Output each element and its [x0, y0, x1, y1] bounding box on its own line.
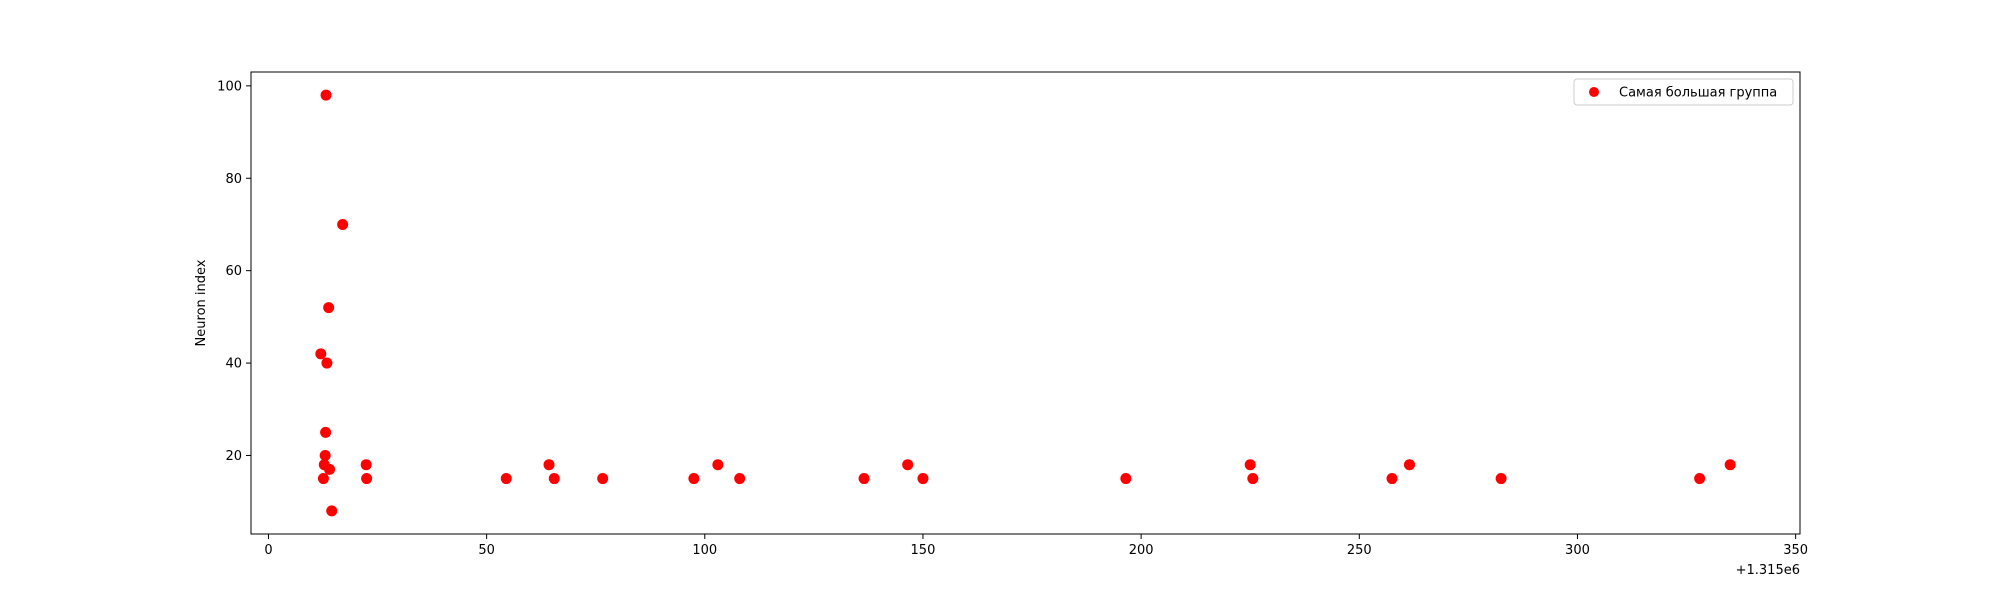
legend-label: Самая большая группа	[1619, 86, 1777, 101]
data-point	[712, 459, 724, 471]
x-tick-label: 300	[1565, 543, 1590, 558]
data-point	[315, 348, 327, 360]
x-tick-label: 0	[264, 543, 272, 558]
x-tick-label: 250	[1347, 543, 1372, 558]
data-point	[543, 459, 555, 471]
data-point	[858, 473, 870, 485]
data-point	[360, 459, 372, 471]
data-point	[321, 357, 333, 369]
data-point	[1724, 459, 1736, 471]
x-tick-label: 100	[692, 543, 717, 558]
legend-marker	[1589, 87, 1599, 97]
data-point	[1694, 473, 1706, 485]
data-point	[500, 473, 512, 485]
data-point	[324, 463, 336, 475]
data-point	[1247, 473, 1259, 485]
data-point	[917, 473, 929, 485]
x-tick-label: 50	[478, 543, 495, 558]
data-point	[1495, 473, 1507, 485]
legend: Самая большая группа	[1573, 78, 1794, 106]
legend-box	[1573, 78, 1794, 106]
data-point	[326, 505, 338, 517]
y-axis: 20 40 60 80 100	[217, 79, 251, 464]
x-axis: 0 50 100 150 200 250 300 350	[264, 534, 1808, 558]
x-tick-label: 150	[911, 543, 936, 558]
y-tick-label: 60	[225, 264, 242, 279]
data-point	[597, 473, 609, 485]
data-point	[361, 473, 373, 485]
data-point	[337, 218, 349, 230]
data-points	[315, 89, 1736, 517]
y-tick-label: 100	[217, 79, 242, 94]
data-point	[1386, 473, 1398, 485]
data-point	[319, 449, 331, 461]
data-point	[1403, 459, 1415, 471]
data-point	[1120, 473, 1132, 485]
data-point	[734, 473, 746, 485]
data-point	[1244, 459, 1256, 471]
x-tick-label: 200	[1129, 543, 1154, 558]
y-tick-label: 80	[225, 172, 242, 187]
data-point	[548, 473, 560, 485]
data-point	[320, 89, 332, 101]
data-point	[688, 473, 700, 485]
plot-area-frame	[250, 71, 1801, 535]
data-point	[320, 426, 332, 438]
data-point	[317, 473, 329, 485]
data-point	[902, 459, 914, 471]
y-tick-label: 40	[225, 357, 242, 372]
data-point	[323, 302, 335, 314]
x-axis-offset-label: +1.315e6	[1736, 563, 1800, 578]
x-tick-label: 350	[1783, 543, 1808, 558]
y-axis-label: Neuron index	[194, 259, 209, 346]
y-tick-label: 20	[225, 449, 242, 464]
